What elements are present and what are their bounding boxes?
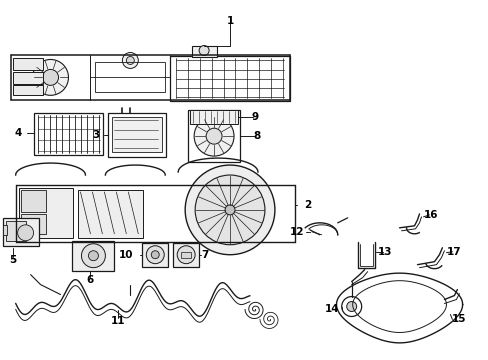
Circle shape — [199, 45, 209, 55]
Circle shape — [151, 251, 159, 259]
Bar — [108, 113, 166, 157]
Text: 4: 4 — [15, 128, 22, 138]
Bar — [19, 188, 73, 238]
Bar — [34, 113, 103, 155]
Bar — [173, 243, 199, 267]
Bar — [20, 190, 45, 212]
Bar — [13, 72, 42, 84]
Bar — [112, 117, 162, 152]
Circle shape — [185, 165, 274, 255]
Circle shape — [122, 53, 138, 68]
Bar — [95, 62, 165, 92]
Circle shape — [33, 59, 68, 95]
Text: 13: 13 — [377, 247, 391, 257]
Text: 16: 16 — [424, 210, 438, 220]
Bar — [2, 218, 39, 246]
Bar — [2, 225, 7, 235]
Circle shape — [346, 302, 356, 311]
Text: 3: 3 — [93, 130, 100, 140]
Text: 2: 2 — [304, 200, 311, 210]
Bar — [190, 110, 238, 124]
Bar — [170, 57, 289, 101]
Circle shape — [205, 128, 222, 144]
Circle shape — [42, 69, 59, 85]
Bar — [188, 110, 240, 162]
Text: 12: 12 — [289, 227, 304, 237]
Bar — [142, 243, 168, 267]
Circle shape — [195, 175, 264, 245]
Text: 1: 1 — [226, 15, 233, 26]
Circle shape — [126, 57, 134, 64]
Circle shape — [146, 246, 164, 264]
Bar — [6, 221, 25, 241]
Text: 11: 11 — [111, 316, 125, 327]
Text: 5: 5 — [9, 255, 16, 265]
Circle shape — [18, 225, 34, 241]
Circle shape — [194, 116, 234, 156]
Text: 6: 6 — [87, 275, 94, 285]
Circle shape — [88, 251, 98, 261]
Circle shape — [81, 244, 105, 268]
Text: 17: 17 — [446, 247, 461, 257]
Text: 14: 14 — [324, 305, 338, 315]
Circle shape — [224, 205, 235, 215]
Text: 10: 10 — [119, 250, 133, 260]
Bar — [181, 252, 191, 258]
Text: 8: 8 — [253, 131, 260, 141]
Bar — [72, 241, 114, 271]
Bar — [20, 214, 45, 234]
Bar — [13, 85, 42, 95]
Circle shape — [177, 246, 195, 264]
Bar — [192, 45, 217, 58]
Text: 15: 15 — [451, 314, 466, 324]
Text: 9: 9 — [251, 112, 258, 122]
Bar — [78, 190, 143, 238]
Text: 7: 7 — [201, 250, 208, 260]
Bar — [13, 58, 42, 71]
